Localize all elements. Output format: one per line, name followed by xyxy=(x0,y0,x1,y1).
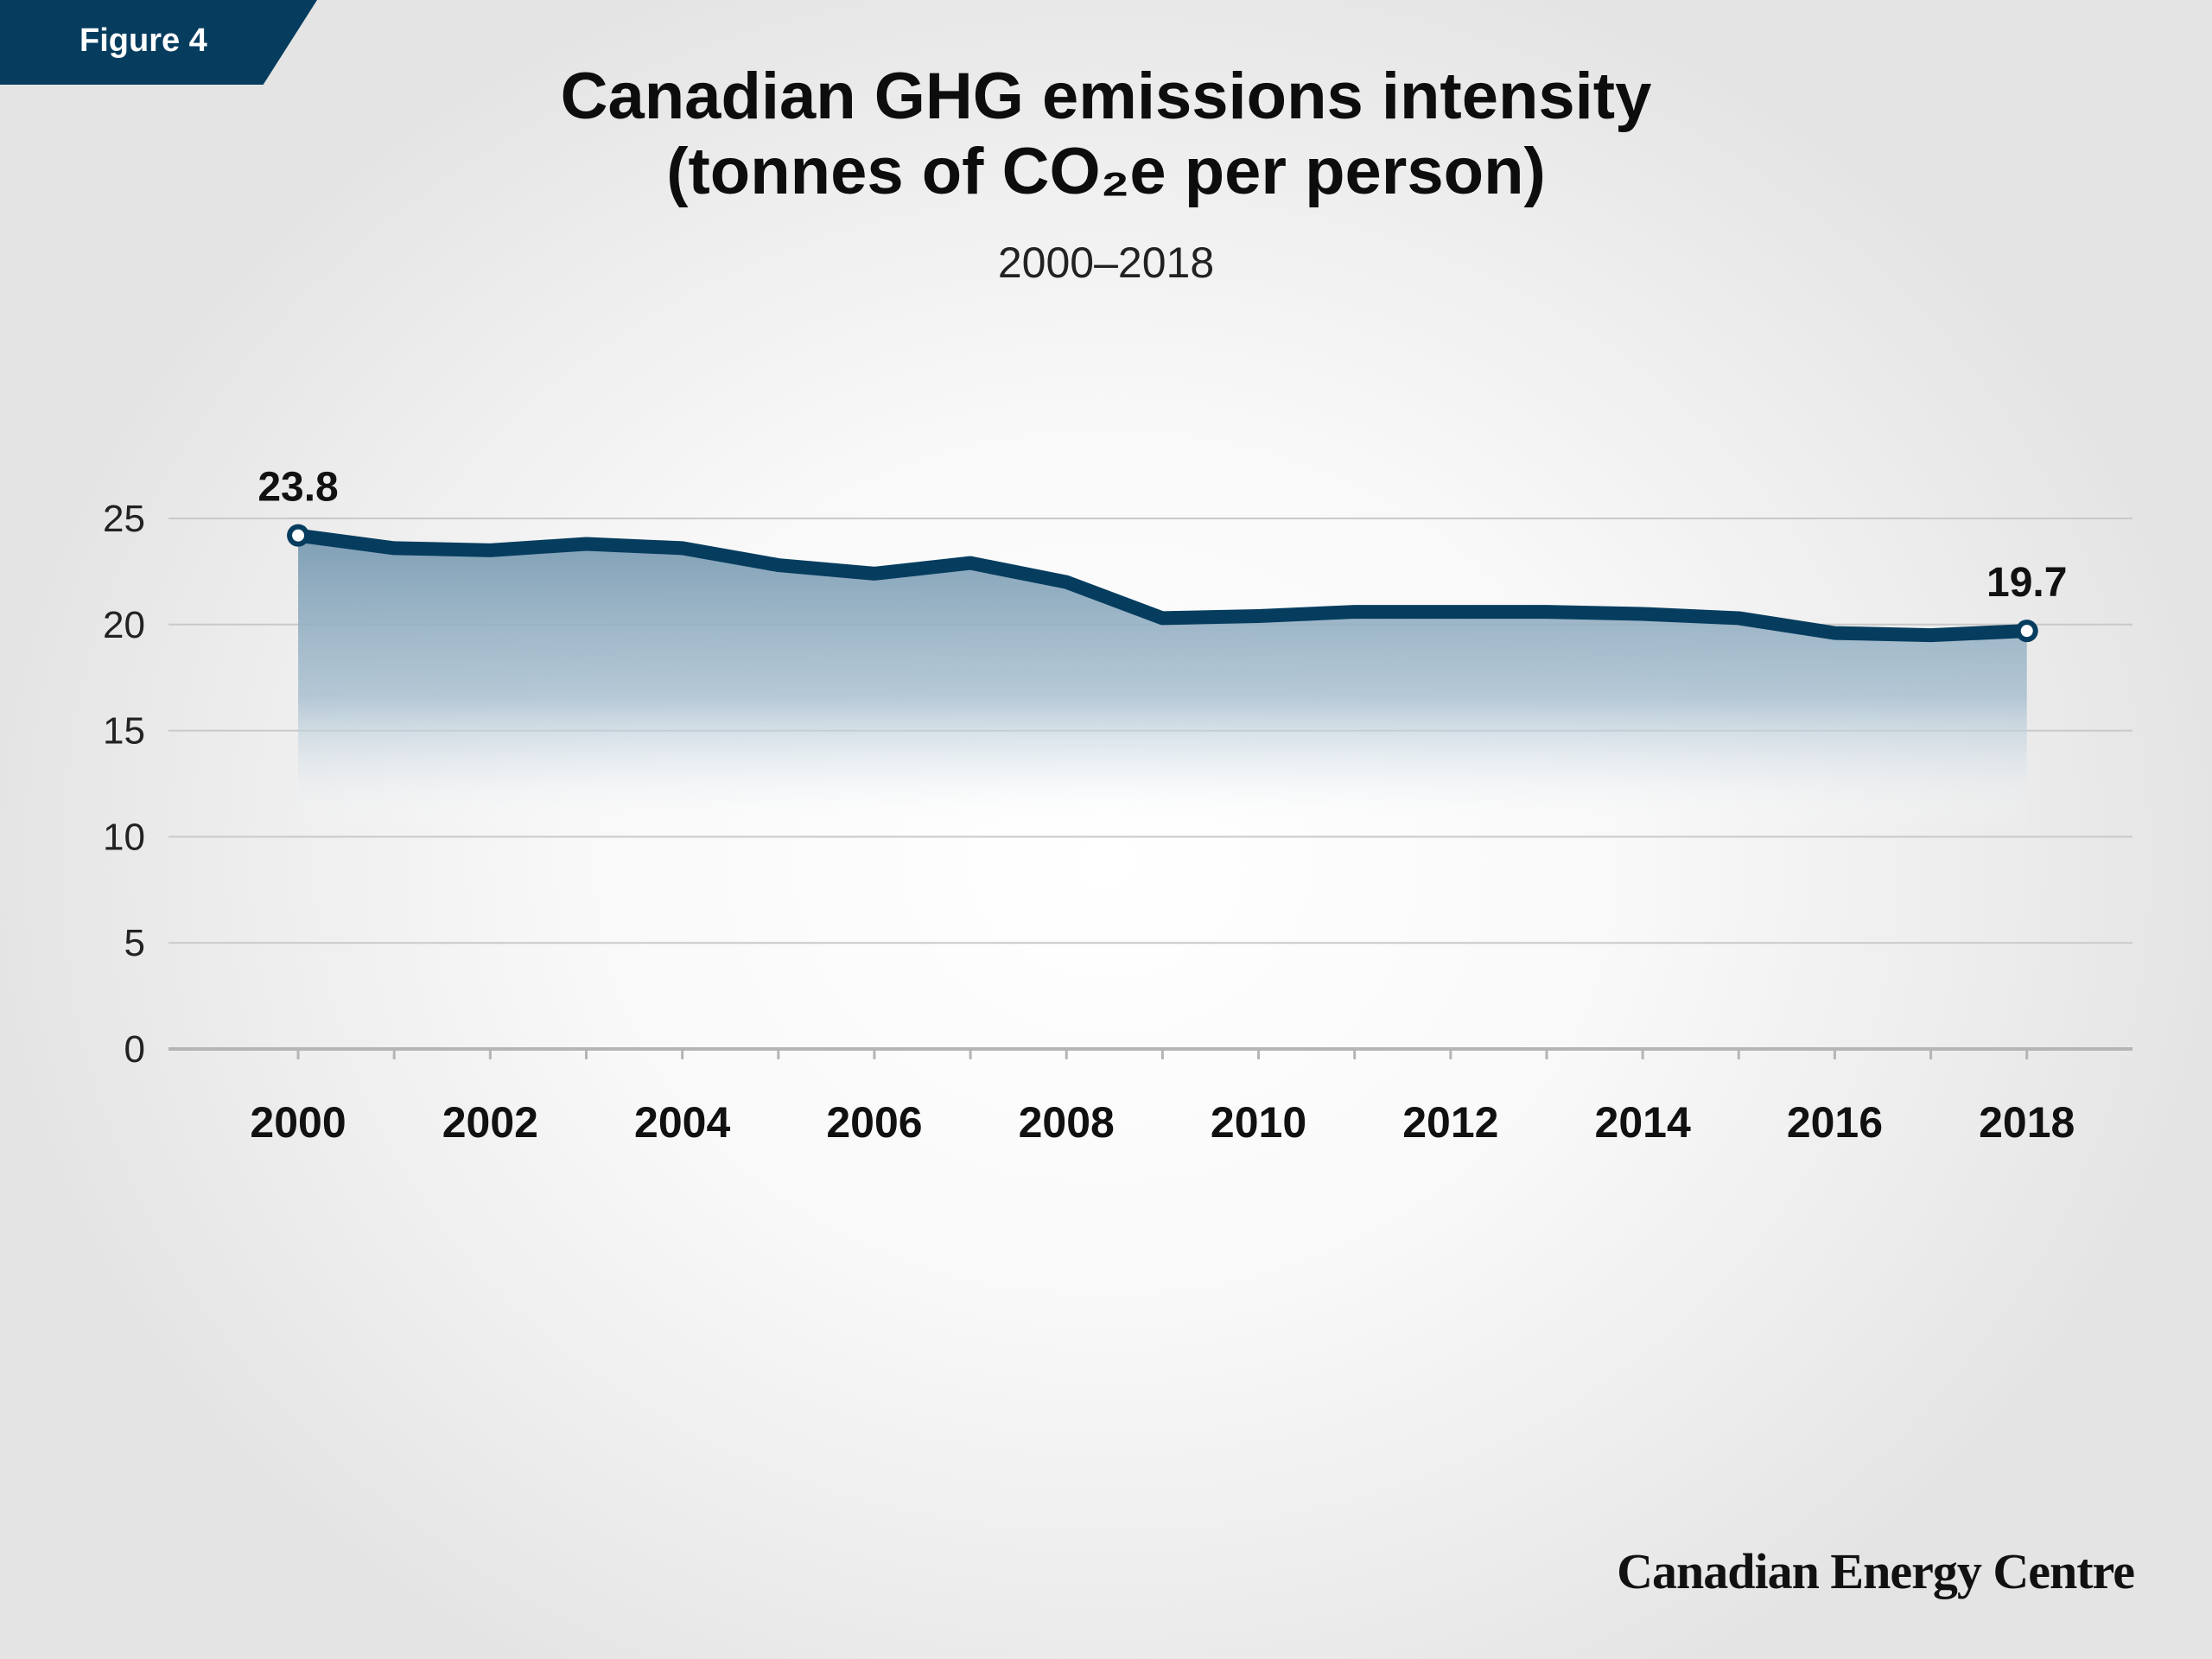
y-tick-label: 5 xyxy=(124,922,145,964)
figure-label: Figure 4 xyxy=(79,22,207,59)
x-tick-label: 2010 xyxy=(1211,1098,1306,1147)
chart-subtitle: 2000–2018 xyxy=(997,238,1215,287)
x-tick-label: 2018 xyxy=(1979,1098,2075,1147)
y-tick-label: 10 xyxy=(103,816,145,858)
x-tick-label: 2014 xyxy=(1595,1098,1691,1147)
label-layer: 0 5 10 15 20 25 2000 2002 2004 2006 2008 2010 2012 20… xyxy=(103,465,2075,1147)
data-point-marker xyxy=(287,524,310,547)
line-layer xyxy=(287,524,2038,643)
series-line xyxy=(291,528,2034,643)
x-tick-label: 2006 xyxy=(826,1098,922,1147)
x-tick-label: 2002 xyxy=(442,1098,538,1147)
brand-logo: Canadian Energy Centre xyxy=(1617,1543,2135,1599)
chart-title: Canadian GHG emissions intensity (tonnes… xyxy=(0,59,2212,210)
x-tick-label: 2000 xyxy=(250,1098,346,1147)
y-tick-label: 20 xyxy=(103,604,145,646)
x-tick-label: 2012 xyxy=(1402,1098,1498,1147)
x-tick-label: 2008 xyxy=(1019,1098,1115,1147)
area-fill xyxy=(298,535,2027,830)
data-label: 19.7 xyxy=(1986,560,2067,606)
figure-tab xyxy=(0,0,317,85)
data-point-marker xyxy=(2015,620,2038,643)
y-tick-label: 25 xyxy=(103,498,145,540)
y-tick-label: 15 xyxy=(103,710,145,753)
chart-title-line2: (tonnes of CO₂e per person) xyxy=(666,135,1546,209)
area-layer xyxy=(298,535,2027,830)
chart-title-line1: Canadian GHG emissions intensity xyxy=(560,60,1652,133)
axis-layer xyxy=(168,1047,2133,1059)
y-tick-label: 0 xyxy=(124,1028,145,1071)
data-label: 23.8 xyxy=(257,465,338,511)
x-tick-label: 2004 xyxy=(634,1098,730,1147)
x-tick-label: 2016 xyxy=(1787,1098,1883,1147)
